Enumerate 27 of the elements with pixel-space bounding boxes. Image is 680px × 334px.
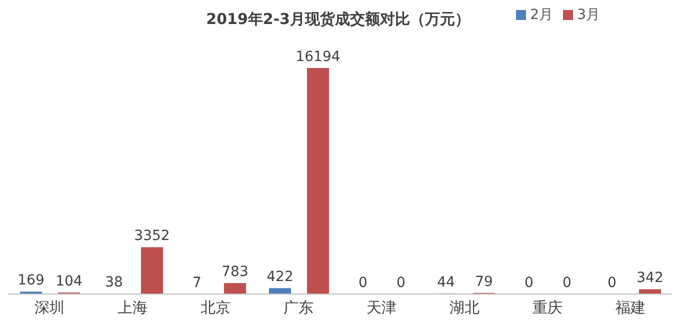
x-tick-label: 湖北 — [450, 298, 480, 317]
x-tick-label: 广东 — [284, 298, 314, 317]
data-label: 3352 — [134, 228, 170, 244]
data-label: 0 — [562, 275, 572, 291]
x-tick-label: 天津 — [366, 298, 396, 317]
data-label: 0 — [608, 275, 616, 291]
x-tick-label: 北京 — [200, 298, 230, 317]
data-label: 44 — [437, 274, 455, 290]
x-tick-label: 福建 — [616, 298, 646, 317]
data-label: 104 — [56, 274, 82, 290]
data-label: 7 — [192, 274, 202, 291]
data-label: 0 — [396, 275, 406, 291]
data-label: 783 — [222, 264, 248, 280]
data-label: 342 — [636, 270, 664, 286]
chart-title: 2019年2-3月现货成交额对比（万元） — [206, 10, 470, 28]
legend-label: 3月 — [577, 7, 600, 23]
data-label: 422 — [266, 269, 294, 286]
x-tick-label: 上海 — [118, 298, 148, 317]
data-label: 169 — [18, 272, 44, 289]
legend-label: 2月 — [530, 7, 554, 23]
data-label: 79 — [475, 274, 493, 290]
x-tick-label: 重庆 — [532, 298, 562, 317]
data-label: 0 — [358, 275, 368, 291]
data-label: 38 — [105, 274, 123, 290]
x-tick-label: 深圳 — [34, 298, 64, 317]
data-label: 16194 — [296, 49, 340, 65]
data-label: 0 — [524, 275, 534, 291]
